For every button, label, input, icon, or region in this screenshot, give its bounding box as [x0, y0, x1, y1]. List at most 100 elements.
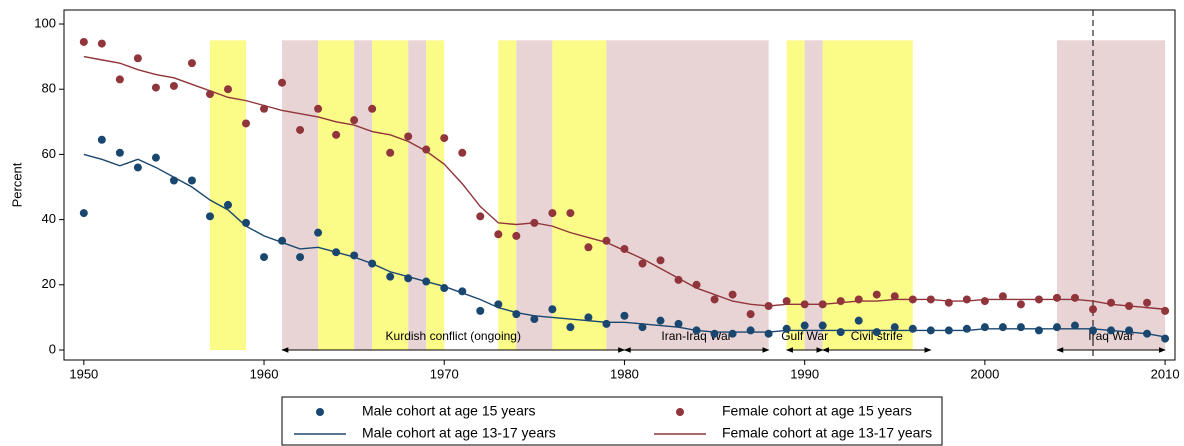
- scatter-point: [187, 176, 196, 185]
- scatter-point: [97, 135, 106, 144]
- period-band: [786, 40, 805, 350]
- scatter-point: [476, 212, 485, 221]
- scatter-point: [782, 324, 791, 333]
- scatter-point: [746, 326, 755, 335]
- scatter-point: [151, 153, 160, 162]
- annotation-label: Civil strife: [851, 329, 903, 343]
- scatter-point: [728, 290, 737, 299]
- y-tick-label: 0: [49, 341, 56, 356]
- scatter-point: [584, 313, 593, 322]
- scatter-point: [404, 132, 413, 141]
- scatter-point: [980, 297, 989, 306]
- scatter-point: [890, 323, 899, 332]
- x-tick-label: 1950: [69, 366, 98, 381]
- x-tick-label: 1990: [790, 366, 819, 381]
- scatter-point: [512, 231, 521, 240]
- scatter-point: [1034, 326, 1043, 335]
- scatter-point: [422, 145, 431, 154]
- period-band: [804, 40, 823, 350]
- scatter-point: [151, 83, 160, 92]
- scatter-point: [1089, 305, 1098, 314]
- scatter-point: [440, 134, 449, 143]
- scatter-point: [133, 163, 142, 172]
- scatter-point: [494, 230, 503, 239]
- scatter-point: [602, 319, 611, 328]
- period-band: [354, 40, 373, 350]
- scatter-point: [710, 295, 719, 304]
- scatter-point: [998, 292, 1007, 301]
- scatter-point: [133, 54, 142, 63]
- scatter-point: [296, 253, 305, 262]
- x-tick-label: 1970: [430, 366, 459, 381]
- period-band: [606, 40, 769, 350]
- period-band: [408, 40, 427, 350]
- scatter-point: [638, 259, 647, 268]
- legend-marker: [316, 408, 324, 416]
- scatter-point: [97, 39, 106, 48]
- scatter-point: [710, 329, 719, 338]
- scatter-point: [548, 305, 557, 314]
- scatter-point: [800, 321, 809, 330]
- scatter-point: [854, 316, 863, 325]
- y-tick-label: 80: [42, 81, 56, 96]
- x-tick-label: 2000: [970, 366, 999, 381]
- annotation-label: Iraq War: [1088, 329, 1134, 343]
- scatter-point: [746, 310, 755, 319]
- scatter-point: [638, 323, 647, 332]
- y-tick-label: 60: [42, 146, 56, 161]
- scatter-point: [962, 324, 971, 333]
- scatter-point: [890, 292, 899, 301]
- scatter-point: [872, 290, 881, 299]
- scatter-point: [566, 209, 575, 218]
- scatter-point: [115, 75, 124, 84]
- legend-label: Female cohort at age 15 years: [722, 403, 912, 419]
- scatter-point: [1089, 326, 1098, 335]
- legend-box: [281, 396, 943, 446]
- legend-label: Male cohort at age 15 years: [362, 403, 536, 419]
- x-tick-label: 1960: [250, 366, 279, 381]
- period-band: [516, 40, 553, 350]
- scatter-point: [728, 329, 737, 338]
- scatter-point: [1052, 323, 1061, 332]
- y-tick-label: 20: [42, 276, 56, 291]
- scatter-point: [278, 78, 287, 87]
- scatter-point: [242, 119, 251, 128]
- annotation-label: Kurdish conflict (ongoing): [386, 329, 521, 343]
- scatter-point: [674, 319, 683, 328]
- period-band: [426, 40, 445, 350]
- annotation-label: Gulf War: [781, 329, 828, 343]
- scatter-point: [566, 323, 575, 332]
- scatter-point: [584, 243, 593, 252]
- scatter-point: [205, 212, 214, 221]
- scatter-point: [1161, 306, 1170, 315]
- scatter-point: [836, 297, 845, 306]
- scatter-point: [386, 148, 395, 157]
- period-band: [498, 40, 517, 350]
- scatter-point: [548, 209, 557, 218]
- scatter-point: [79, 209, 88, 218]
- scatter-point: [530, 315, 539, 324]
- legend-marker: [676, 408, 684, 416]
- scatter-point: [1070, 321, 1079, 330]
- series-line: [83, 55, 1166, 310]
- scatter-point: [169, 81, 178, 90]
- scatter-point: [764, 329, 773, 338]
- scatter-point: [332, 130, 341, 139]
- period-band: [318, 40, 355, 350]
- scatter-point: [79, 37, 88, 46]
- scatter-point: [980, 323, 989, 332]
- scatter-point: [1107, 298, 1116, 307]
- scatter-point: [1016, 300, 1025, 309]
- scatter-point: [458, 148, 467, 157]
- scatter-point: [314, 104, 323, 113]
- scatter-point: [386, 272, 395, 281]
- scatter-point: [296, 125, 305, 134]
- scatter-point: [260, 253, 269, 262]
- scatter-point: [944, 298, 953, 307]
- scatter-point: [1016, 323, 1025, 332]
- scatter-point: [998, 323, 1007, 332]
- scatter-point: [656, 316, 665, 325]
- scatter-point: [223, 200, 232, 209]
- scatter-point: [782, 297, 791, 306]
